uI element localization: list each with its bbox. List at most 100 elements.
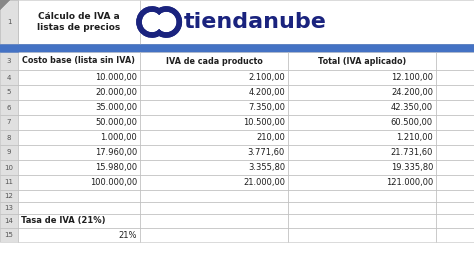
Bar — [436, 228, 474, 242]
Bar — [436, 115, 474, 130]
Text: 21.000,00: 21.000,00 — [243, 178, 285, 187]
Bar — [436, 100, 474, 115]
Bar — [288, 202, 436, 214]
Bar — [140, 202, 288, 214]
Bar — [436, 145, 474, 160]
Bar — [140, 228, 288, 242]
Text: 12: 12 — [5, 193, 13, 199]
Bar — [436, 214, 474, 228]
Bar — [0, 175, 18, 190]
Text: 10.500,00: 10.500,00 — [243, 118, 285, 127]
Text: 3.355,80: 3.355,80 — [248, 163, 285, 172]
Text: 6: 6 — [7, 104, 11, 111]
Bar — [18, 85, 140, 100]
Bar — [140, 85, 288, 100]
Bar — [436, 175, 474, 190]
Text: 35.000,00: 35.000,00 — [95, 103, 137, 112]
Text: Total (IVA aplicado): Total (IVA aplicado) — [318, 57, 406, 65]
Bar — [140, 52, 288, 70]
Bar — [140, 145, 288, 160]
Bar — [0, 160, 18, 175]
Text: 24.200,00: 24.200,00 — [391, 88, 433, 97]
Bar — [288, 160, 436, 175]
Bar — [140, 130, 288, 145]
Bar — [140, 70, 288, 85]
Bar — [18, 190, 140, 202]
Bar — [0, 0, 18, 44]
Bar — [0, 145, 18, 160]
Bar — [0, 115, 18, 130]
Bar — [436, 202, 474, 214]
Bar — [0, 100, 18, 115]
Bar — [0, 130, 18, 145]
Bar — [18, 190, 140, 202]
Text: 100.000,00: 100.000,00 — [90, 178, 137, 187]
Bar — [18, 115, 140, 130]
Text: 3: 3 — [7, 58, 11, 64]
Bar — [18, 52, 140, 70]
Bar — [436, 70, 474, 85]
Bar — [436, 85, 474, 100]
Text: 1.000,00: 1.000,00 — [100, 133, 137, 142]
Bar — [436, 85, 474, 100]
Bar — [0, 115, 18, 130]
Bar — [0, 44, 18, 52]
Bar — [18, 228, 140, 242]
Text: 10.000,00: 10.000,00 — [95, 73, 137, 82]
Bar — [140, 214, 288, 228]
Polygon shape — [0, 0, 10, 10]
Text: 13: 13 — [4, 205, 13, 211]
Bar — [140, 100, 288, 115]
Text: 14: 14 — [5, 218, 13, 224]
Bar — [288, 115, 436, 130]
Bar — [140, 190, 288, 202]
Bar — [140, 228, 288, 242]
Bar — [140, 115, 288, 130]
Text: 60.500,00: 60.500,00 — [391, 118, 433, 127]
Bar — [140, 85, 288, 100]
Bar — [18, 145, 140, 160]
Bar — [288, 85, 436, 100]
Bar — [436, 160, 474, 175]
Bar — [0, 160, 18, 175]
Bar — [140, 190, 288, 202]
Text: 121.000,00: 121.000,00 — [386, 178, 433, 187]
Bar — [0, 190, 18, 202]
Text: 2.100,00: 2.100,00 — [248, 73, 285, 82]
Bar — [18, 202, 140, 214]
Bar — [436, 100, 474, 115]
Bar — [436, 202, 474, 214]
Bar — [18, 130, 140, 145]
Text: 210,00: 210,00 — [256, 133, 285, 142]
Bar — [436, 115, 474, 130]
Text: 3.771,60: 3.771,60 — [248, 148, 285, 157]
Bar — [0, 190, 18, 202]
Bar — [0, 100, 18, 115]
Text: 20.000,00: 20.000,00 — [95, 88, 137, 97]
Bar — [436, 52, 474, 70]
Bar — [0, 214, 18, 228]
Bar — [288, 228, 436, 242]
Bar — [140, 130, 288, 145]
Text: Costo base (lista sin IVA): Costo base (lista sin IVA) — [22, 57, 136, 65]
Bar — [18, 100, 140, 115]
Bar — [0, 44, 18, 52]
Bar — [140, 115, 288, 130]
Bar — [18, 214, 140, 228]
Bar — [0, 228, 18, 242]
Circle shape — [157, 13, 175, 31]
Bar — [140, 160, 288, 175]
Bar — [436, 52, 474, 70]
Bar — [140, 52, 288, 70]
Bar — [18, 44, 474, 52]
Text: 21.731,60: 21.731,60 — [391, 148, 433, 157]
Bar — [288, 130, 436, 145]
Bar — [436, 214, 474, 228]
Text: tiendanube: tiendanube — [183, 12, 326, 32]
Bar — [288, 175, 436, 190]
Bar — [436, 190, 474, 202]
Bar — [18, 44, 474, 52]
Text: 5: 5 — [7, 89, 11, 96]
Text: 7: 7 — [7, 120, 11, 125]
Bar — [288, 100, 436, 115]
